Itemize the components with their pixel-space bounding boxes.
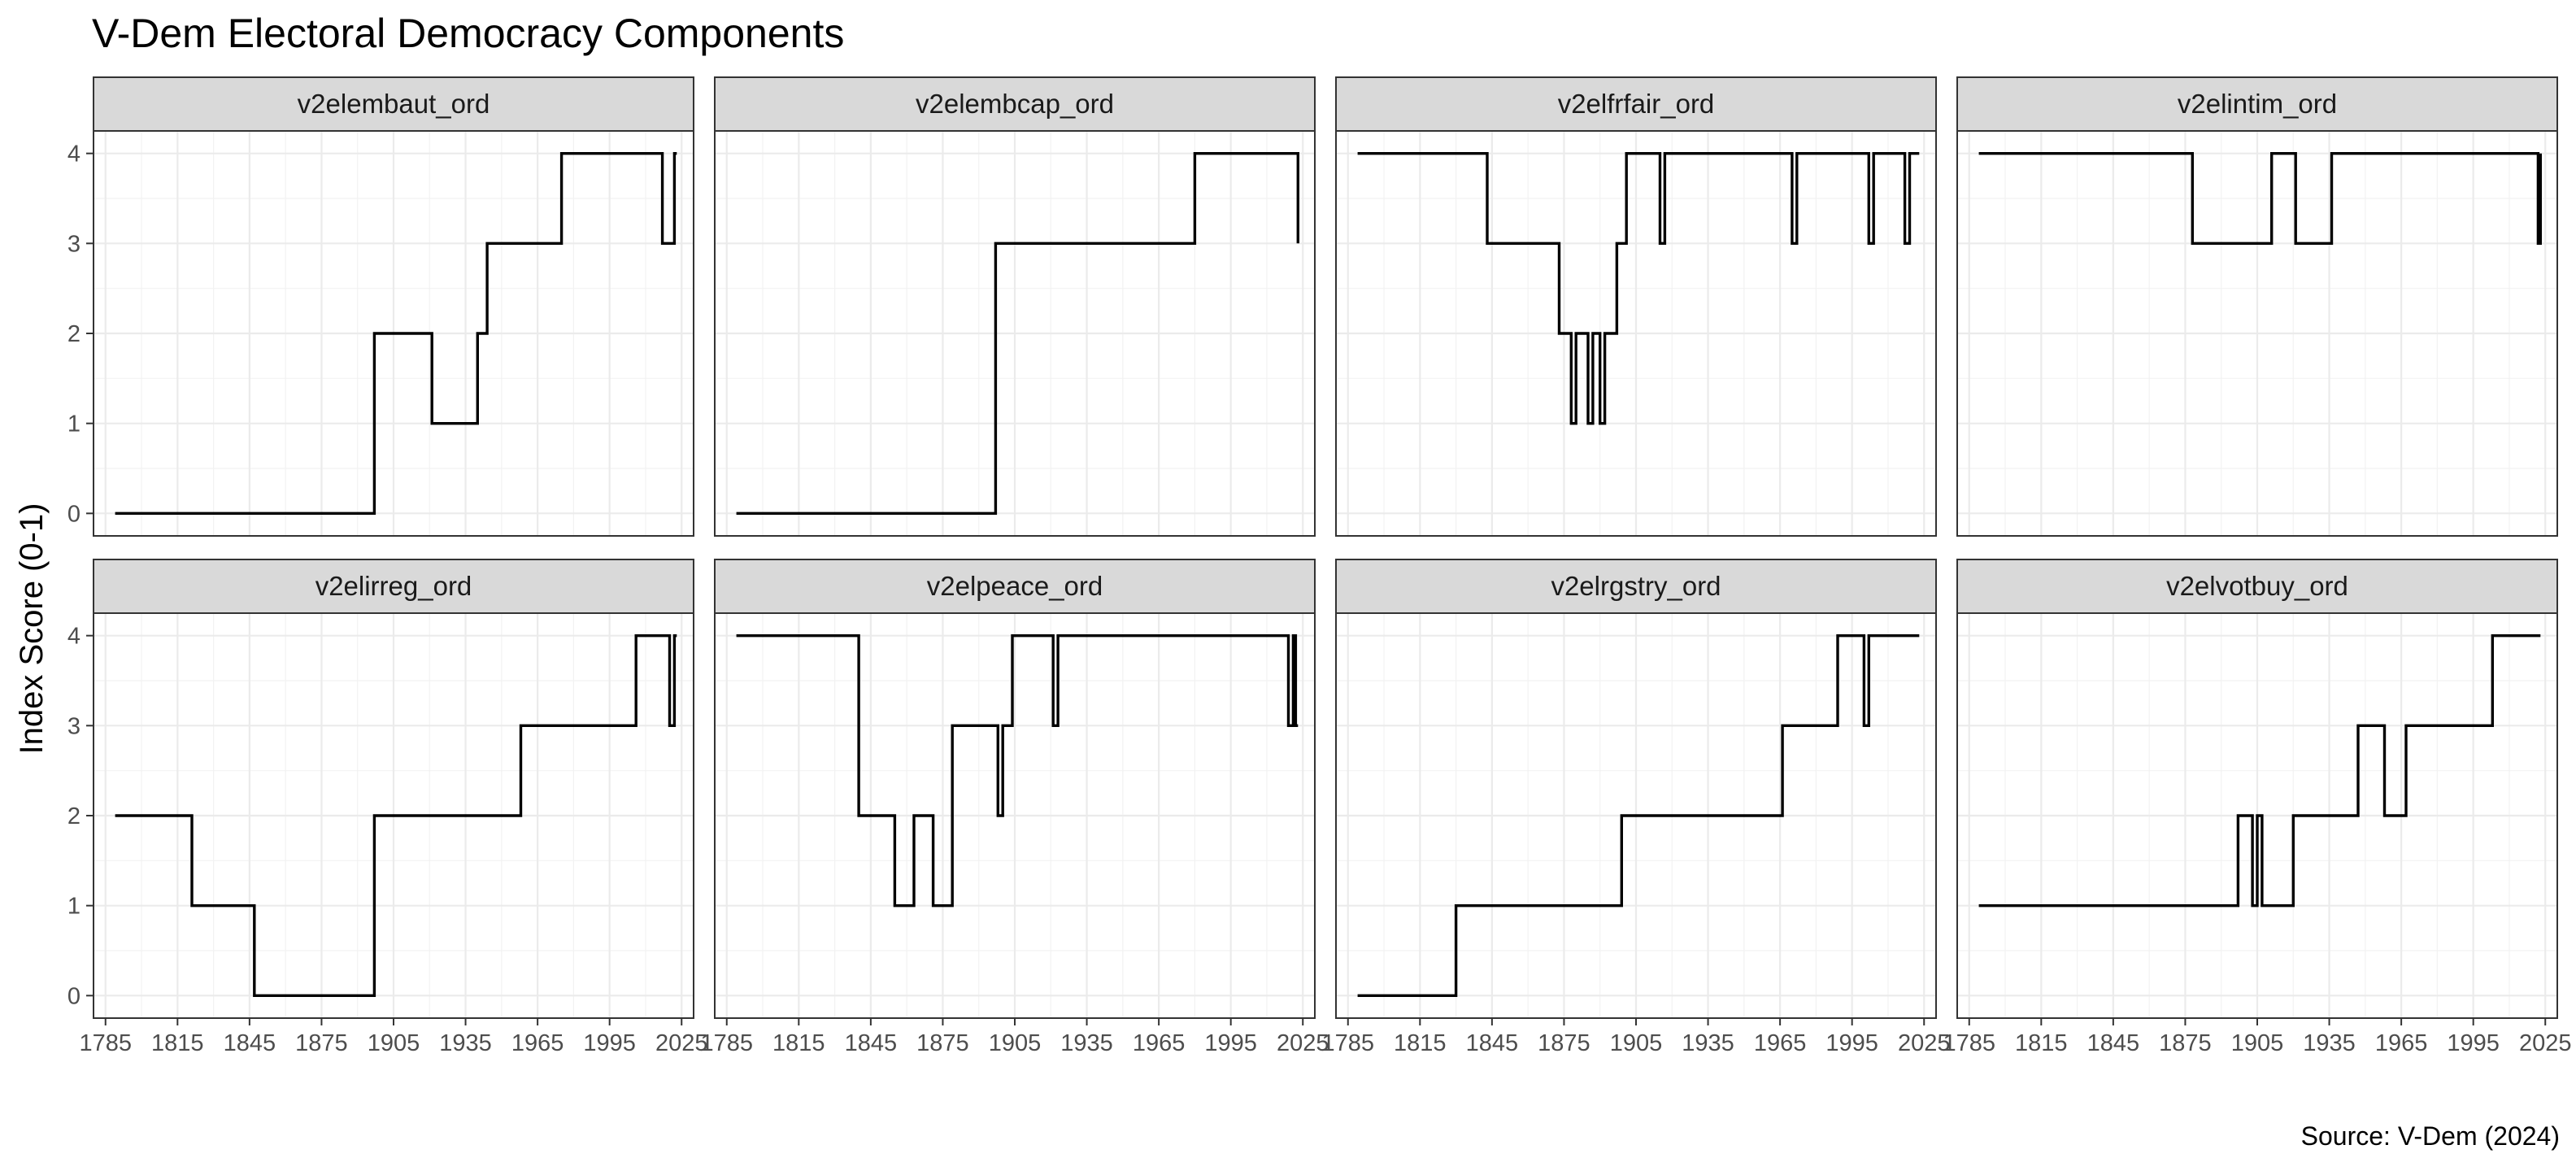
x-tick-label: 1875 — [295, 1030, 348, 1056]
facet-panel: v2elrgstry_ord 1785 1815 1845 1875 1905 1935 19… — [1322, 559, 1951, 1056]
x-tick-label: 2025 — [1277, 1030, 1329, 1056]
x-tick-label: 1995 — [583, 1030, 636, 1056]
y-tick-label: 1 — [67, 411, 80, 437]
x-tick-label: 1815 — [151, 1030, 204, 1056]
series-line — [1978, 152, 2542, 245]
x-tick-label: 1905 — [989, 1030, 1042, 1056]
facet-label: v2elfrfair_ord — [1558, 89, 1715, 119]
x-tick-label: 1845 — [1466, 1030, 1519, 1056]
x-tick-label: 1815 — [772, 1030, 825, 1056]
facet-strip — [93, 559, 694, 614]
x-tick-label: 1875 — [1538, 1030, 1590, 1056]
facet-label: v2elembaut_ord — [298, 89, 490, 119]
series-line — [115, 634, 677, 997]
facet-panels: v2elembaut_ord 0 1 2 3 4 v2elembcap_ord v2elfrf… — [67, 76, 2572, 1056]
y-tick-label: 4 — [67, 141, 80, 168]
facet-panel: v2elembcap_ord — [714, 76, 1316, 537]
facet-strip — [93, 76, 694, 132]
x-tick-label: 1905 — [368, 1030, 420, 1056]
y-tick-label: 0 — [67, 983, 80, 1009]
facet-panel: v2elpeace_ord 1785 1815 1845 1875 1905 1935 196… — [701, 559, 1329, 1056]
x-tick-label: 2025 — [2519, 1030, 2572, 1056]
x-tick-label: 2025 — [1898, 1030, 1951, 1056]
source-caption: Source: V-Dem (2024) — [2301, 1121, 2560, 1151]
x-tick-label: 1845 — [2087, 1030, 2140, 1056]
facet-label: v2elembcap_ord — [916, 89, 1114, 119]
x-tick-label: 1785 — [1322, 1030, 1375, 1056]
facet-panel: v2elirreg_ord 0 1 2 3 4 1785 1815 1845 1875 1905 19… — [67, 559, 708, 1056]
facet-label: v2elintim_ord — [2178, 89, 2337, 119]
facet-panel: v2elfrfair_ord — [1335, 76, 1937, 537]
y-tick-label: 3 — [67, 713, 80, 739]
x-tick-label: 1935 — [1060, 1030, 1113, 1056]
x-tick-label: 1935 — [2303, 1030, 2356, 1056]
series-line — [736, 634, 1299, 908]
y-tick-label: 2 — [67, 321, 80, 347]
x-tick-label: 1905 — [1610, 1030, 1663, 1056]
x-tick-label: 1875 — [916, 1030, 969, 1056]
facet-strip — [1956, 559, 2558, 614]
panel-border — [714, 130, 1316, 537]
series-line — [1357, 634, 1920, 997]
x-tick-label: 1935 — [439, 1030, 492, 1056]
series-line — [1978, 634, 2541, 908]
facet-strip — [1335, 559, 1937, 614]
y-tick-label: 2 — [67, 803, 80, 829]
facet-panel: v2elintim_ord — [1956, 76, 2558, 537]
x-tick-label: 1995 — [1825, 1030, 1878, 1056]
y-tick-label: 3 — [67, 231, 80, 257]
x-tick-label: 1815 — [2015, 1030, 2068, 1056]
y-tick-label: 1 — [67, 894, 80, 920]
x-tick-label: 1935 — [1682, 1030, 1734, 1056]
series-line — [736, 152, 1299, 515]
y-axis-title: Index Score (0-1) — [14, 503, 50, 754]
x-tick-label: 1785 — [80, 1030, 133, 1056]
x-tick-label: 1905 — [2231, 1030, 2284, 1056]
x-tick-label: 2025 — [655, 1030, 708, 1056]
x-tick-label: 1815 — [1394, 1030, 1447, 1056]
x-tick-label: 1845 — [224, 1030, 276, 1056]
facet-strip — [1956, 76, 2558, 132]
facet-panel: v2elembaut_ord 0 1 2 3 4 — [67, 76, 694, 537]
x-tick-label: 1965 — [511, 1030, 564, 1056]
x-tick-label: 1965 — [2375, 1030, 2428, 1056]
panel-border — [1335, 130, 1937, 537]
y-tick-label: 0 — [67, 501, 80, 527]
facet-strip — [1335, 76, 1937, 132]
facet-label: v2elpeace_ord — [927, 571, 1103, 601]
facet-label: v2elrgstry_ord — [1551, 571, 1721, 601]
series-line — [115, 152, 677, 515]
x-tick-label: 1785 — [1943, 1030, 1996, 1056]
x-tick-label: 1875 — [2159, 1030, 2212, 1056]
y-tick-label: 4 — [67, 624, 80, 650]
series-line — [1357, 152, 1920, 425]
facet-label: v2elvotbuy_ord — [2166, 571, 2348, 601]
x-tick-label: 1965 — [1133, 1030, 1186, 1056]
chart-title: V-Dem Electoral Democracy Components — [92, 11, 844, 56]
panel-border — [1956, 130, 2558, 537]
x-tick-label: 1785 — [701, 1030, 754, 1056]
x-tick-label: 1995 — [1204, 1030, 1257, 1056]
x-tick-label: 1965 — [1754, 1030, 1807, 1056]
x-tick-label: 1845 — [845, 1030, 898, 1056]
x-tick-label: 1995 — [2447, 1030, 2500, 1056]
facet-label: v2elirreg_ord — [315, 571, 472, 601]
facet-panel: v2elvotbuy_ord 1785 1815 1845 1875 1905 1935 19… — [1943, 559, 2572, 1056]
